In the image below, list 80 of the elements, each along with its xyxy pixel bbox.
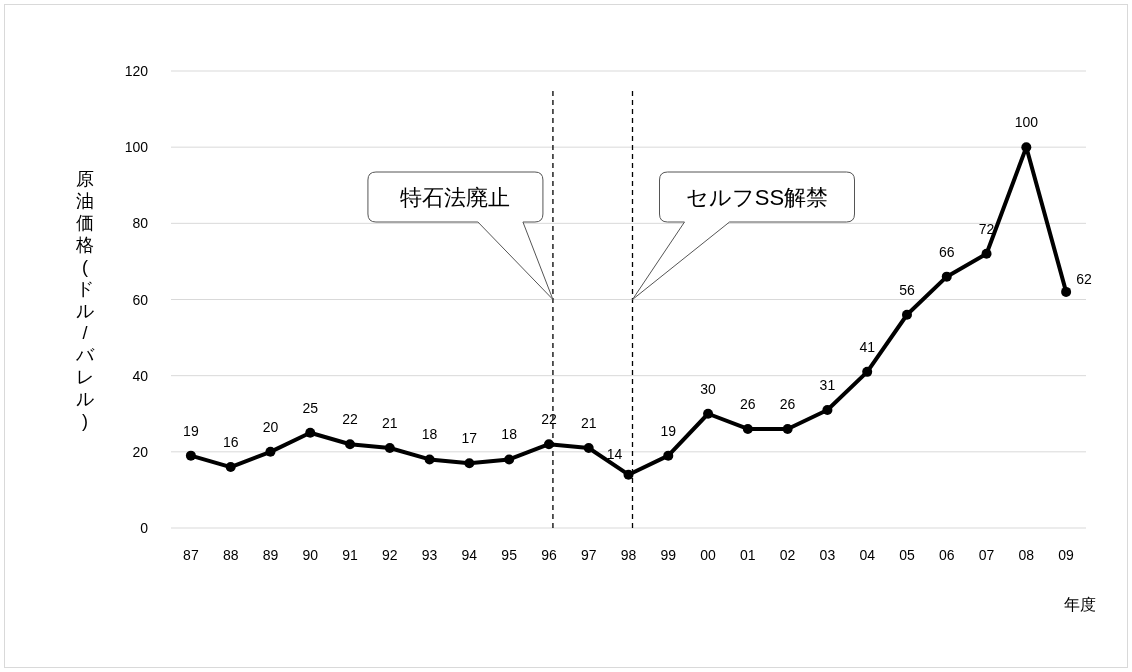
y-tick-label: 0: [140, 520, 149, 536]
data-label: 26: [779, 395, 796, 412]
x-tick-label: 88: [222, 547, 239, 563]
point: [941, 271, 952, 282]
x-tick-label: 05: [899, 547, 915, 563]
y-tick-label: 80: [132, 215, 149, 232]
x-tick-label: 04: [859, 547, 876, 563]
point: [583, 443, 594, 454]
point: [1021, 142, 1032, 153]
x-axis-title: 年度: [1064, 596, 1096, 613]
point: [504, 454, 515, 465]
x-tick-label: 93: [421, 547, 438, 563]
x-tick-label: 90: [302, 547, 319, 563]
x-tick-label: 91: [342, 547, 359, 563]
x-tick-label: 03: [819, 547, 836, 563]
x-tick-label: 06: [938, 547, 955, 563]
y-tick-label: 40: [132, 367, 149, 384]
data-label: 19: [660, 422, 677, 439]
data-label: 19: [183, 422, 199, 439]
point: [822, 404, 833, 415]
x-tick-label: 99: [660, 547, 677, 563]
data-label: 66: [938, 243, 955, 260]
point: [703, 408, 714, 419]
point: [543, 439, 554, 450]
x-tick-label: 92: [382, 547, 398, 563]
x-tick-label: 87: [183, 547, 199, 563]
ref-line-label: 特石法廃止: [400, 185, 511, 210]
x-tick-label: 07: [978, 547, 995, 563]
point: [345, 439, 356, 450]
data-label: 16: [222, 434, 239, 451]
data-label: 62: [1076, 270, 1093, 287]
point: [305, 427, 316, 438]
data-label: 21: [580, 415, 597, 432]
x-tick-label: 94: [461, 547, 478, 563]
point: [981, 248, 992, 259]
x-tick-label: 96: [541, 547, 557, 563]
point: [384, 443, 395, 454]
point: [1061, 286, 1072, 297]
data-label: 20: [262, 418, 279, 435]
x-tick-label: 00: [700, 547, 717, 563]
y-tick-label: 120: [124, 63, 149, 79]
data-label: 21: [382, 415, 398, 432]
data-label: 41: [859, 338, 876, 355]
point: [901, 309, 912, 320]
y-tick-label: 60: [132, 291, 149, 308]
ref-line-label: セルフSS解禁: [685, 185, 829, 210]
y-tick-label: 20: [132, 443, 149, 460]
data-label: 100: [1014, 114, 1039, 131]
data-label: 14: [606, 445, 623, 462]
point: [742, 423, 753, 434]
point: [225, 462, 236, 473]
x-tick-label: 09: [1058, 547, 1075, 563]
data-label: 22: [342, 411, 359, 428]
point: [623, 469, 634, 480]
data-label: 18: [501, 426, 518, 443]
data-label: 72: [978, 220, 995, 237]
point: [663, 450, 674, 461]
x-tick-label: 98: [620, 547, 637, 563]
point: [464, 458, 475, 469]
text: 原油価格(ドル/バレル): [76, 168, 94, 431]
point: [185, 450, 196, 461]
data-label: 26: [740, 395, 756, 412]
data-label: 56: [899, 281, 915, 298]
point: [782, 423, 793, 434]
data-label: 17: [461, 430, 478, 447]
x-tick-label: 95: [501, 547, 518, 563]
x-tick-label: 89: [262, 547, 279, 563]
point: [424, 454, 435, 465]
x-tick-label: 01: [740, 547, 756, 563]
x-tick-label: 02: [779, 547, 796, 563]
data-label: 22: [541, 411, 557, 428]
y-tick-label: 100: [124, 139, 149, 156]
point: [265, 446, 276, 457]
point: [862, 366, 873, 377]
data-label: 31: [819, 376, 836, 393]
x-tick-label: 97: [580, 547, 597, 563]
data-label: 18: [421, 426, 438, 443]
data-label: 25: [302, 399, 319, 416]
data-label: 30: [700, 380, 717, 397]
x-tick-label: 08: [1018, 547, 1035, 563]
